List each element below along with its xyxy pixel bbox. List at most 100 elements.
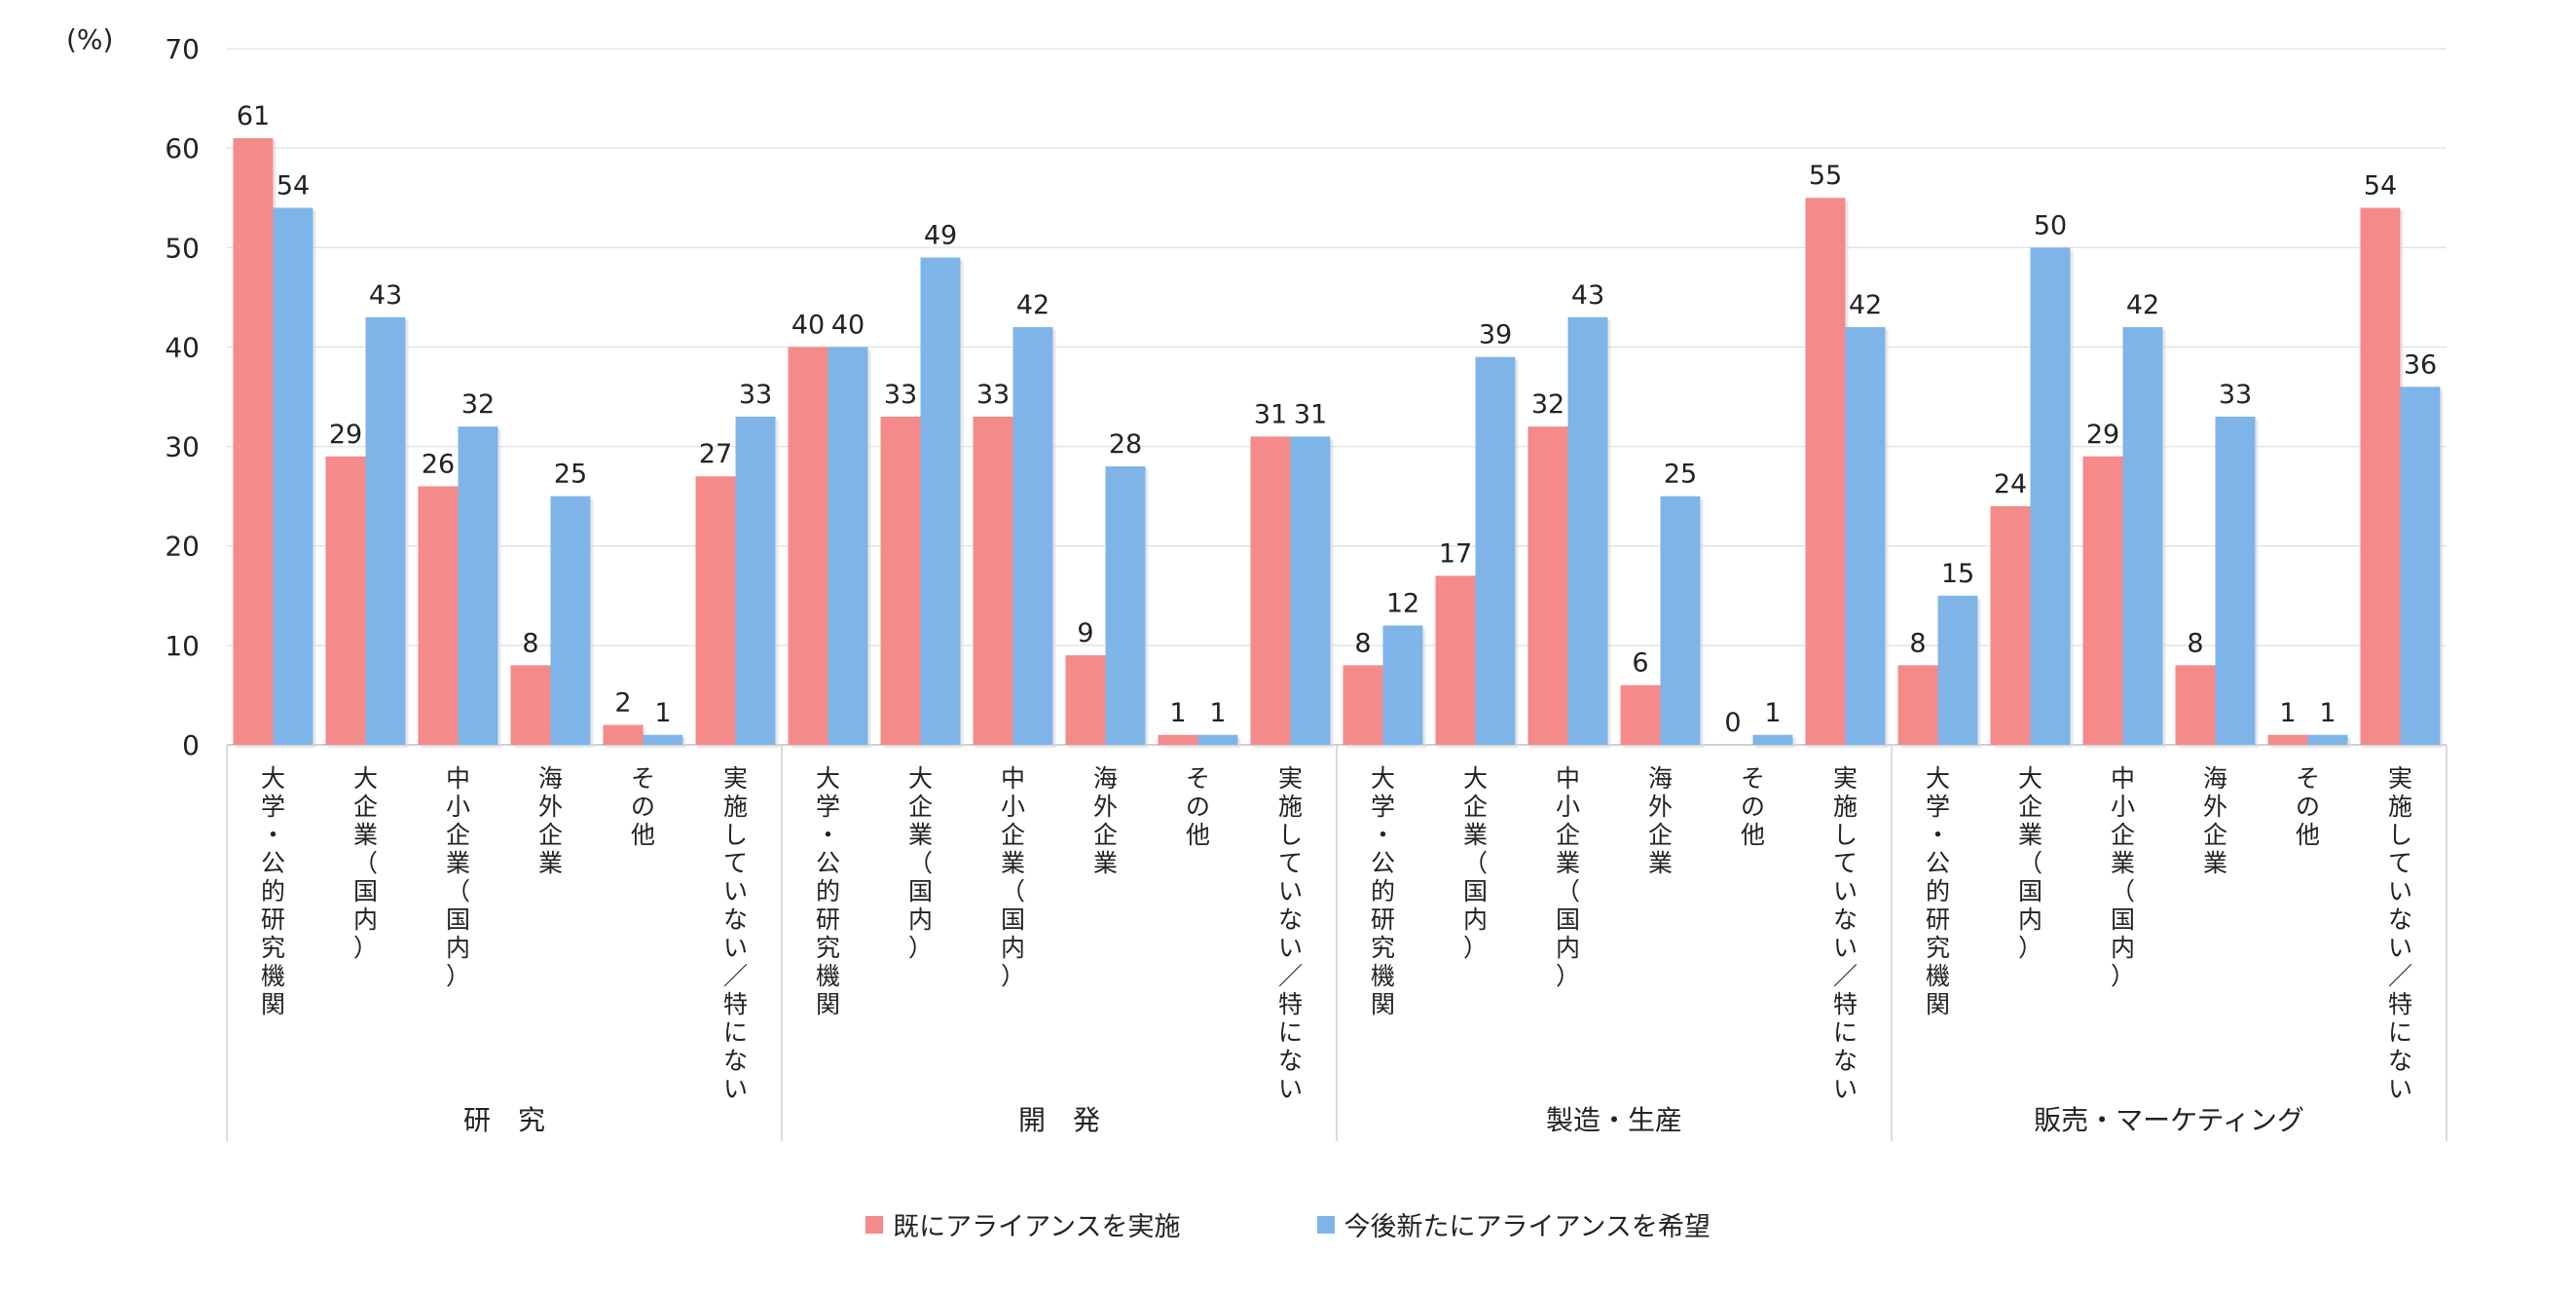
bar-existing-value-label: 26 bbox=[422, 449, 455, 479]
bar-existing bbox=[603, 724, 644, 745]
bar-existing bbox=[788, 347, 828, 745]
bar-desired bbox=[1012, 327, 1053, 745]
bar-existing-value-label: 33 bbox=[976, 380, 1010, 410]
y-tick-label: 10 bbox=[165, 630, 200, 662]
bar-desired-value-label: 36 bbox=[2404, 350, 2437, 380]
group-label: 販売・マーケティング bbox=[2034, 1104, 2304, 1136]
bar-existing-value-label: 31 bbox=[1254, 399, 1287, 429]
category-label: その他 bbox=[1741, 764, 1765, 849]
y-tick-label: 40 bbox=[165, 331, 200, 363]
bar-existing-value-label: 40 bbox=[791, 310, 825, 340]
bar-desired-value-label: 43 bbox=[369, 280, 402, 311]
category-label: 大学・公的研究機関 bbox=[816, 764, 840, 1018]
bar-desired-value-label: 42 bbox=[1016, 290, 1049, 320]
y-tick-label: 0 bbox=[182, 729, 200, 761]
category-label: 海外企業 bbox=[2203, 764, 2227, 877]
category-label: 実施していない／特にない bbox=[2388, 764, 2412, 1103]
bar-desired bbox=[1290, 436, 1331, 745]
bar-desired bbox=[550, 496, 591, 745]
bar-existing-value-label: 61 bbox=[237, 101, 270, 131]
bar-desired-value-label: 33 bbox=[739, 380, 772, 410]
bar-desired-value-label: 40 bbox=[831, 310, 865, 340]
bar-existing bbox=[1158, 734, 1198, 745]
bar-existing-value-label: 8 bbox=[1909, 628, 1926, 658]
bar-desired bbox=[920, 257, 961, 745]
bar-existing bbox=[1805, 198, 1846, 745]
bar-desired-value-label: 25 bbox=[1664, 460, 1697, 490]
bar-existing bbox=[1065, 655, 1106, 745]
bar-desired bbox=[365, 316, 406, 745]
bar-existing bbox=[510, 665, 551, 745]
bar-desired bbox=[458, 426, 498, 745]
bar-desired-value-label: 1 bbox=[1209, 698, 1226, 728]
bar-existing bbox=[1990, 505, 2031, 745]
bar-desired-value-label: 1 bbox=[654, 698, 671, 728]
bar-desired-value-label: 50 bbox=[2034, 210, 2067, 240]
bar-existing bbox=[2175, 665, 2216, 745]
bar-existing-value-label: 8 bbox=[1354, 628, 1371, 658]
category-label: 海外企業 bbox=[1648, 764, 1673, 877]
category-label: 大企業（国内） bbox=[908, 764, 933, 962]
bar-existing-value-label: 33 bbox=[884, 380, 917, 410]
bar-existing bbox=[973, 416, 1013, 745]
group-label: 製造・生産 bbox=[1546, 1104, 1682, 1136]
bar-existing-value-label: 27 bbox=[699, 439, 732, 469]
bar-desired bbox=[2215, 416, 2256, 745]
y-tick-label: 70 bbox=[165, 33, 200, 65]
bar-desired bbox=[1845, 327, 1886, 745]
bar-existing-value-label: 55 bbox=[1809, 161, 1842, 191]
category-label: 中小企業（国内） bbox=[446, 764, 470, 990]
category-label: 大学・公的研究機関 bbox=[1926, 764, 1950, 1018]
bar-existing-value-label: 1 bbox=[2279, 698, 2296, 728]
bar-existing-value-label: 29 bbox=[2086, 420, 2119, 450]
legend-item-existing: 既にアライアンスを実施 bbox=[865, 1205, 1181, 1243]
y-tick-label: 50 bbox=[165, 232, 200, 264]
bar-desired-value-label: 1 bbox=[1764, 698, 1781, 728]
bar-existing-value-label: 17 bbox=[1439, 538, 1472, 569]
bar-desired-value-label: 12 bbox=[1386, 588, 1419, 618]
bar-existing-value-label: 8 bbox=[2187, 628, 2203, 658]
bar-existing-value-label: 9 bbox=[1077, 618, 1093, 648]
bar-existing bbox=[418, 486, 459, 745]
legend-swatch-desired bbox=[1316, 1215, 1335, 1234]
bar-existing bbox=[1620, 684, 1661, 745]
bar-desired bbox=[643, 734, 683, 745]
bar-desired bbox=[1752, 734, 1793, 745]
bar-desired-value-label: 43 bbox=[1571, 280, 1604, 311]
category-label: 大学・公的研究機関 bbox=[261, 764, 285, 1018]
legend: 既にアライアンスを実施 今後新たにアライアンスを希望 bbox=[0, 1205, 2576, 1243]
bar-desired-value-label: 42 bbox=[2126, 290, 2159, 320]
bar-existing bbox=[1250, 436, 1291, 745]
group-label: 研 究 bbox=[463, 1104, 545, 1136]
bar-existing bbox=[695, 476, 736, 745]
bar-desired-value-label: 1 bbox=[2319, 698, 2336, 728]
category-label: その他 bbox=[1186, 764, 1210, 849]
category-label: 中小企業（国内） bbox=[1001, 764, 1025, 990]
category-label: 実施していない／特にない bbox=[1278, 764, 1303, 1103]
group-label: 開 発 bbox=[1018, 1104, 1100, 1136]
category-label: 大学・公的研究機関 bbox=[1371, 764, 1395, 1018]
bar-desired bbox=[1382, 625, 1423, 745]
bar-desired-value-label: 28 bbox=[1109, 429, 1142, 460]
bar-desired-value-label: 15 bbox=[1941, 559, 1974, 589]
bar-existing-value-label: 6 bbox=[1632, 648, 1648, 679]
bar-existing-value-label: 32 bbox=[1531, 389, 1564, 420]
bar-existing bbox=[1897, 665, 1938, 745]
bar-existing bbox=[325, 456, 366, 745]
category-label: 大企業（国内） bbox=[2018, 764, 2042, 962]
bar-desired bbox=[1105, 466, 1146, 745]
bar-existing-value-label: 8 bbox=[522, 628, 538, 658]
bar-existing-value-label: 2 bbox=[614, 688, 631, 719]
bar-desired-value-label: 39 bbox=[1479, 320, 1512, 351]
category-label: 中小企業（国内） bbox=[2111, 764, 2135, 990]
y-tick-label: 20 bbox=[165, 531, 200, 563]
bar-desired-value-label: 31 bbox=[1294, 399, 1327, 429]
legend-label-existing: 既にアライアンスを実施 bbox=[893, 1212, 1181, 1242]
bar-existing-value-label: 0 bbox=[1724, 708, 1741, 738]
bar-existing bbox=[1435, 575, 1476, 745]
category-label: その他 bbox=[631, 764, 655, 849]
y-tick-label: 60 bbox=[165, 132, 200, 165]
legend-item-desired: 今後新たにアライアンスを希望 bbox=[1316, 1205, 1711, 1243]
